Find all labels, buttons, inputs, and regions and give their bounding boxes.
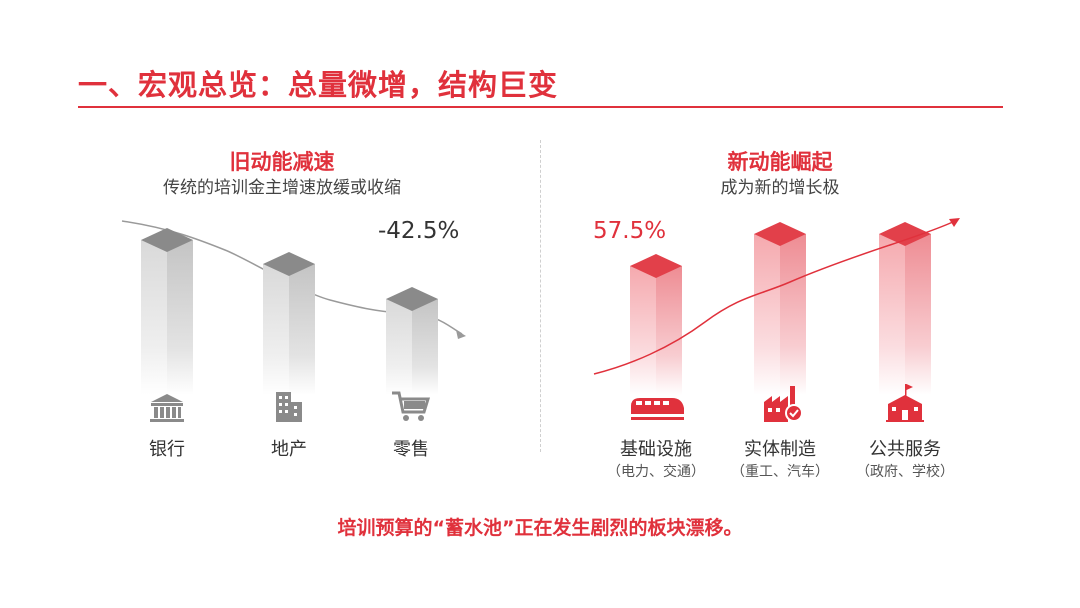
bar-infrastructure <box>630 254 682 395</box>
building-icon <box>276 392 302 422</box>
note-manufacturing: （重工、汽车） <box>731 464 829 480</box>
section-divider <box>540 140 541 452</box>
bar-public-services <box>879 222 931 395</box>
category-public-services: 公共服务 <box>869 439 941 460</box>
public-building-icon <box>886 384 924 422</box>
left-subheading: 传统的培训金主增速放缓或收缩 <box>163 178 401 198</box>
bar-manufacturing <box>754 222 806 395</box>
note-public-services: （政府、学校） <box>856 464 954 480</box>
left-heading: 旧动能减速 <box>229 150 335 174</box>
category-real-estate: 地产 <box>271 439 307 460</box>
bar-bank <box>141 228 193 395</box>
decline-arrow-icon <box>456 330 466 339</box>
bank-icon <box>150 394 184 422</box>
right-heading: 新动能崛起 <box>727 150 833 174</box>
factory-icon <box>764 386 803 422</box>
bar-real-estate <box>263 252 315 395</box>
right-subheading: 成为新的增长极 <box>720 178 840 198</box>
bar-retail <box>386 287 438 395</box>
note-infrastructure: （电力、交通） <box>607 464 705 480</box>
right-change-label: 57.5% <box>593 218 667 244</box>
category-infrastructure: 基础设施 <box>620 439 692 460</box>
growth-trend-line <box>593 220 956 375</box>
title-rule <box>78 106 1003 108</box>
category-retail: 零售 <box>393 439 429 460</box>
category-manufacturing: 实体制造 <box>744 439 816 460</box>
train-icon <box>631 398 684 420</box>
category-bank: 银行 <box>149 439 185 460</box>
left-change-label: -42.5% <box>378 218 460 244</box>
growth-arrow-icon <box>949 218 960 227</box>
footer-statement: 培训预算的“蓄水池”正在发生剧烈的板块漂移。 <box>337 517 743 539</box>
page-title: 一、宏观总览：总量微增，结构巨变 <box>78 68 559 102</box>
shopping-cart-icon <box>392 391 431 421</box>
